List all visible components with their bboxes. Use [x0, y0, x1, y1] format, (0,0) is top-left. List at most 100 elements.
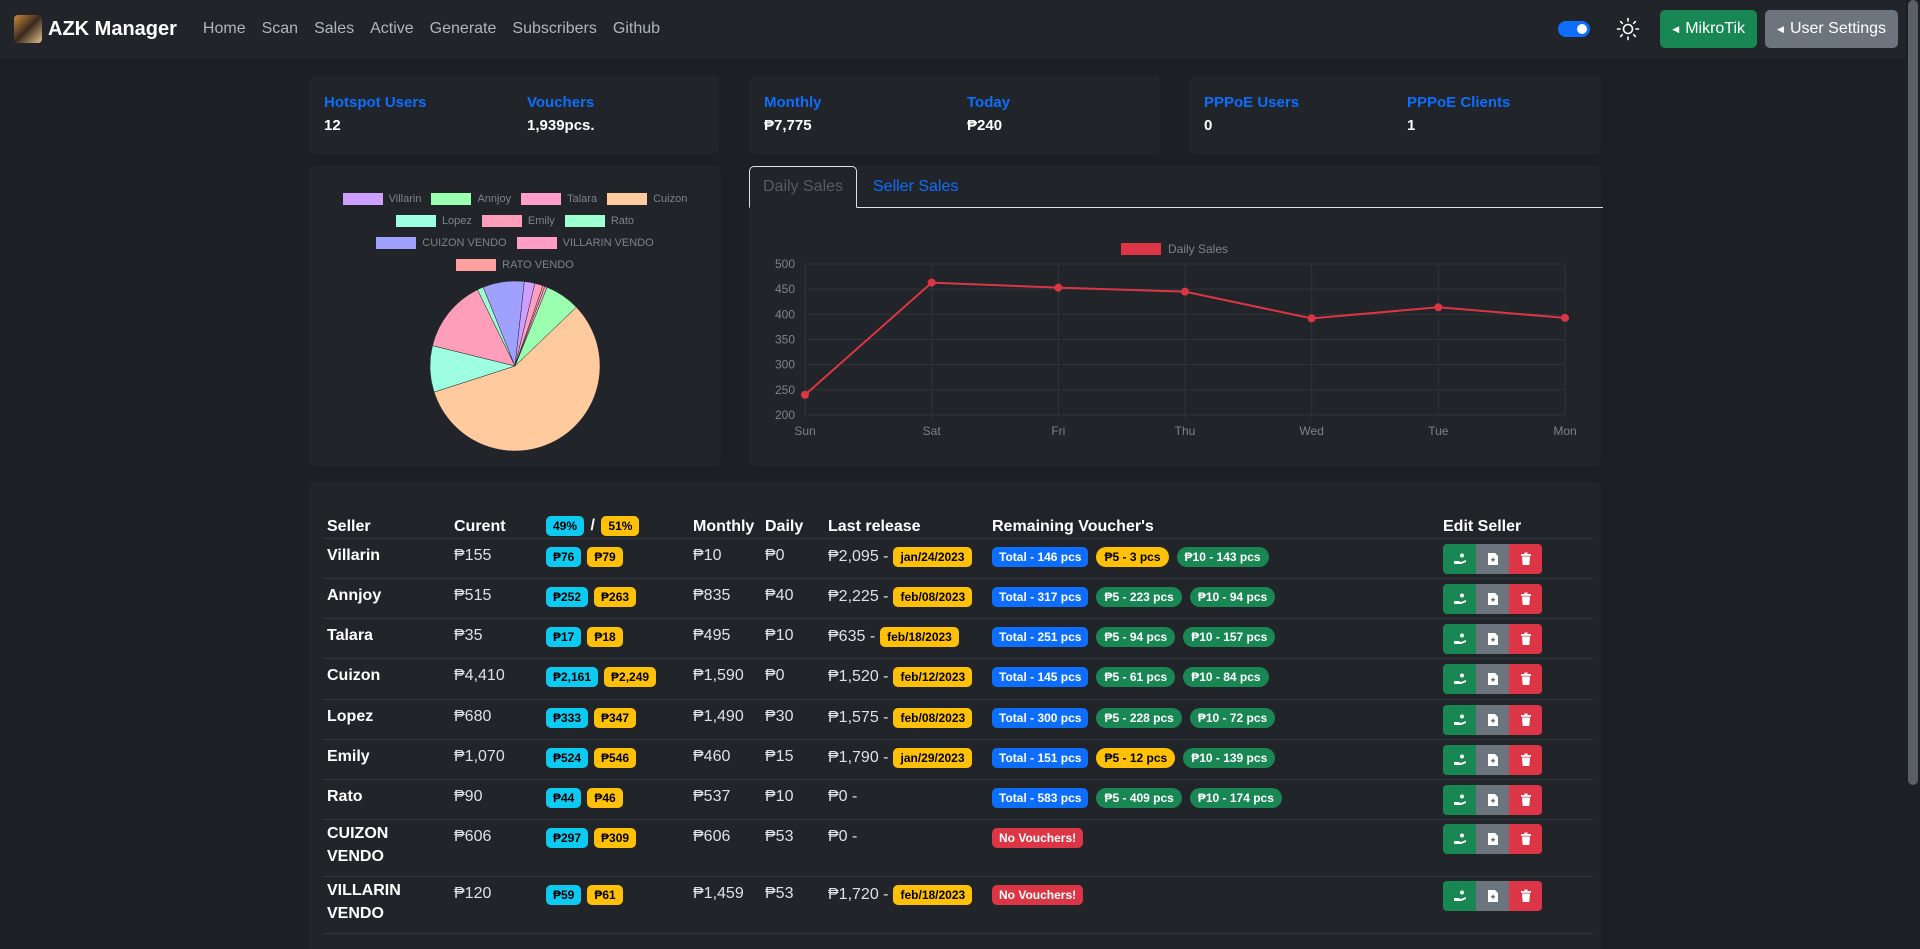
- delete-seller-button[interactable]: [1509, 705, 1542, 735]
- delete-seller-button[interactable]: [1509, 544, 1542, 574]
- sales-card: Monthly ₱7,775 Today ₱240: [749, 76, 1160, 154]
- data-point[interactable]: [1434, 303, 1443, 312]
- pie-slice[interactable]: [429, 345, 516, 393]
- delete-seller-button[interactable]: [1509, 664, 1542, 694]
- pay-seller-button[interactable]: [1443, 824, 1476, 854]
- pie-slice[interactable]: [477, 286, 516, 367]
- release-date-badge: feb/18/2023: [880, 627, 959, 647]
- pie-slice[interactable]: [514, 286, 577, 367]
- legend-item[interactable]: Annjoy: [431, 193, 511, 205]
- pie-slice[interactable]: [433, 306, 601, 452]
- daily-value: ₱0: [765, 667, 785, 684]
- edit-seller-button[interactable]: [1476, 624, 1509, 654]
- data-point[interactable]: [927, 278, 936, 287]
- trash-icon: [1520, 632, 1531, 645]
- pie-slice[interactable]: [482, 280, 525, 367]
- edit-seller-button[interactable]: [1476, 745, 1509, 775]
- legend-item[interactable]: CUIZON VENDO: [376, 237, 507, 249]
- delete-seller-button[interactable]: [1509, 881, 1542, 911]
- scrollbar-thumb[interactable]: [1908, 0, 1918, 785]
- mikrotik-button[interactable]: ◀ MikroTik: [1660, 10, 1758, 48]
- edit-seller-button[interactable]: [1476, 785, 1509, 815]
- total-badge: Total - 151 pcs: [992, 748, 1089, 768]
- share-b-badge: 51%: [601, 516, 640, 536]
- x-tick-label: Sat: [923, 424, 942, 438]
- delete-seller-button[interactable]: [1509, 745, 1542, 775]
- scrollbar[interactable]: [1906, 0, 1920, 949]
- brand[interactable]: AZK Manager: [14, 15, 177, 43]
- nav-link-github[interactable]: Github: [612, 20, 661, 37]
- edit-seller-button[interactable]: [1476, 824, 1509, 854]
- release-cell: ₱1,790 - jan/29/2023: [828, 748, 972, 768]
- delete-seller-button[interactable]: [1509, 624, 1542, 654]
- legend-item[interactable]: Talara: [521, 193, 597, 205]
- stat-label: Today: [967, 94, 1011, 111]
- legend-item[interactable]: Villarin: [342, 193, 421, 205]
- monthly-value: ₱1,590: [693, 667, 744, 684]
- user-settings-button[interactable]: ◀ User Settings: [1765, 10, 1898, 48]
- pay-seller-button[interactable]: [1443, 584, 1476, 614]
- data-point[interactable]: [1181, 287, 1189, 296]
- tab-seller-sales[interactable]: Seller Sales: [873, 178, 959, 195]
- remaining-cell: No Vouchers!: [992, 885, 1084, 905]
- y-tick-label: 350: [775, 333, 795, 347]
- legend-item[interactable]: Cuizon: [607, 193, 687, 205]
- share-b-badge: ₱46: [587, 788, 623, 808]
- x-tick-label: Sun: [794, 424, 815, 438]
- current-value: ₱120: [454, 885, 492, 902]
- pay-seller-button[interactable]: [1443, 664, 1476, 694]
- nav-link-home[interactable]: Home: [202, 20, 246, 37]
- legend-item[interactable]: Emily: [481, 215, 555, 227]
- pie-slice[interactable]: [432, 289, 516, 367]
- pie-slice[interactable]: [514, 286, 548, 367]
- x-tick-label: Wed: [1299, 424, 1323, 438]
- file-icon: [1487, 833, 1498, 845]
- pie-slice[interactable]: [514, 285, 546, 367]
- release-date-badge: feb/08/2023: [893, 708, 973, 728]
- edit-seller-button[interactable]: [1476, 664, 1509, 694]
- nav-link-generate[interactable]: Generate: [429, 20, 497, 37]
- data-point[interactable]: [1561, 313, 1569, 322]
- seller-actions: [1443, 705, 1542, 735]
- monthly-value: ₱10: [693, 547, 722, 564]
- edit-seller-button[interactable]: [1476, 544, 1509, 574]
- pie-slice[interactable]: [514, 281, 536, 367]
- delete-seller-button[interactable]: [1509, 824, 1542, 854]
- seller-actions: [1443, 544, 1542, 574]
- delete-seller-button[interactable]: [1509, 785, 1542, 815]
- nav-link-sales[interactable]: Sales: [314, 20, 355, 37]
- delete-seller-button[interactable]: [1509, 584, 1542, 614]
- legend-item[interactable]: Rato: [564, 215, 634, 227]
- edit-seller-button[interactable]: [1476, 584, 1509, 614]
- sun-icon[interactable]: [1616, 17, 1640, 41]
- release-value: ₱635 -: [828, 628, 876, 645]
- pay-seller-button[interactable]: [1443, 705, 1476, 735]
- edit-seller-button[interactable]: [1476, 705, 1509, 735]
- edit-seller-button[interactable]: [1476, 881, 1509, 911]
- pay-seller-button[interactable]: [1443, 544, 1476, 574]
- table-row: Annjoy ₱515 ₱252 ₱263 ₱835 ₱40 ₱2,225 - feb/08/…: [323, 579, 1593, 619]
- pay-seller-button[interactable]: [1443, 785, 1476, 815]
- total-badge: Total - 317 pcs: [992, 587, 1089, 607]
- nav-link-scan[interactable]: Scan: [261, 20, 299, 37]
- release-cell: ₱2,095 - jan/24/2023: [828, 547, 972, 567]
- pay-seller-button[interactable]: [1443, 624, 1476, 654]
- hand-coin-icon: [1453, 673, 1466, 684]
- legend-swatch: [521, 193, 562, 205]
- tab-daily-sales[interactable]: Daily Sales: [749, 166, 857, 208]
- daily-value: ₱10: [765, 627, 794, 644]
- legend-item[interactable]: VILLARIN VENDO: [516, 237, 654, 249]
- pay-seller-button[interactable]: [1443, 745, 1476, 775]
- legend-item[interactable]: Lopez: [395, 215, 472, 227]
- dark-mode-toggle[interactable]: [1558, 21, 1591, 37]
- legend-item[interactable]: RATO VENDO: [456, 259, 574, 271]
- pay-seller-button[interactable]: [1443, 881, 1476, 911]
- remaining-cell: Total - 300 pcs ₱5 - 228 pcs ₱10 - 72 pcs: [992, 708, 1276, 728]
- pie-slice[interactable]: [514, 283, 544, 367]
- nav-link-subscribers[interactable]: Subscribers: [512, 20, 597, 37]
- data-point[interactable]: [801, 390, 809, 399]
- remaining-cell: No Vouchers!: [992, 828, 1084, 848]
- data-point[interactable]: [1054, 283, 1063, 292]
- data-point[interactable]: [1307, 314, 1316, 323]
- nav-link-active[interactable]: Active: [370, 20, 414, 37]
